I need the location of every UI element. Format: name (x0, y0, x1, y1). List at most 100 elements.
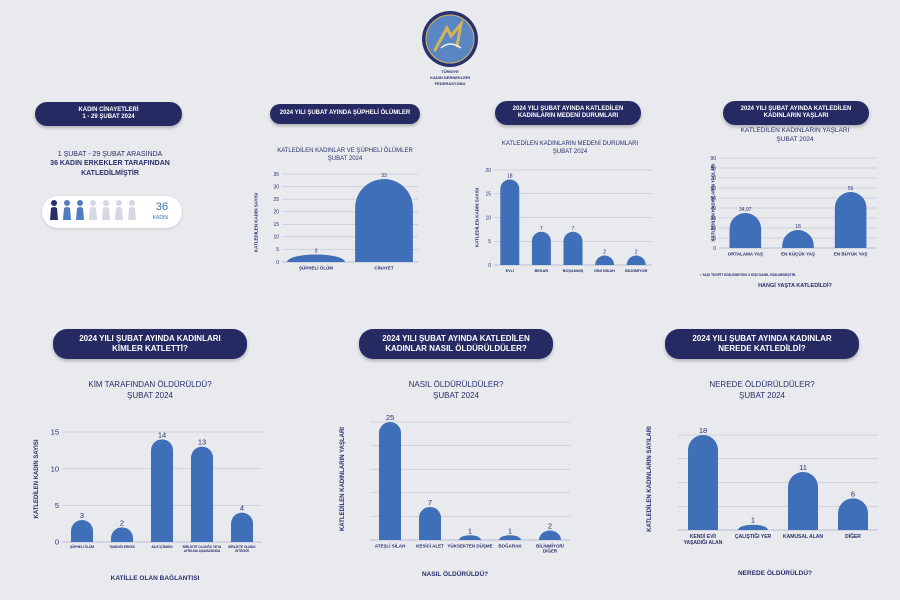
chart4-xlabel: KATİLLE OLAN BAĞLANTISI (110, 575, 200, 582)
panel3-heading: 2024 YILI ŞUBAT AYINDA KATLEDİLEN KADINL… (723, 101, 869, 125)
bar (419, 506, 441, 540)
category-label: BİLİNMİYOR/DİĞER (536, 543, 564, 554)
bar (539, 530, 561, 540)
chart6-where-killed: 18 KENDİ EVİ/YAŞADIĞI ALAN 1 ÇALIŞTIĞI YER 1… (678, 426, 878, 546)
chart5-how-killed: 25 ATEŞLİ SİLAH 7 KESİCİ ALET 1 YÜKSEKTEN DÜŞ… (370, 413, 570, 554)
chart1-suspicious-deaths: 0 5 10 15 20 25 30 35 3 ŞÜPHELİ ÖLÜM 33 CİNAYET (273, 172, 418, 271)
category-label: KAMUSAL ALAN (783, 534, 823, 540)
y-tick-label: 10 (273, 235, 279, 241)
chart2-ylabel: KATLEDİLEN KADIN SAYISI (474, 187, 480, 248)
category-label: ORTALAMA YAŞ (728, 252, 763, 257)
category-label: BİRLİKTE OLDUĞU VEYA AYRILMA AŞAMASINDA (183, 544, 222, 553)
chart5-xlabel: NASIL ÖLDÜRÜLDÜ? (421, 571, 489, 578)
data-label: 7 (572, 226, 575, 232)
category-label: BEKAR (535, 269, 549, 273)
category-label: EN KÜÇÜK YAŞ (781, 251, 815, 257)
category-label: AİLE İÇİNDEN (151, 545, 173, 549)
woman-figure-icon (102, 200, 110, 220)
chart1-title: KATLEDİLEN KADINLAR VE ŞÜPHELİ ÖLÜMLER Ş… (277, 148, 413, 163)
data-label: 13 (198, 438, 206, 447)
category-label: ŞÜPHELİ ÖLÜM (299, 265, 333, 271)
bar (838, 498, 868, 530)
bar (459, 535, 481, 540)
category-label: KESİCİ ALET (416, 543, 444, 549)
women-count-card: 36 KADIN (42, 196, 182, 228)
woman-figure-icon (89, 200, 97, 220)
category-label: BİRLİKTE OLMAK İSTEDİĞİ (228, 545, 256, 553)
category-label: DİĞER (845, 532, 861, 540)
chart3-title: KATLEDİLEN KADINLARIN YAŞLARI ŞUBAT 2024 (740, 127, 850, 143)
panel4-heading: 2024 YILI ŞUBAT AYINDA KADINLARI KİMLER … (53, 329, 247, 359)
data-label: 2 (548, 522, 552, 531)
bar (231, 512, 253, 542)
woman-figure-icon (128, 200, 136, 220)
chart3-xlabel: HANGİ YAŞTA KATLEDİLDİ? (758, 283, 832, 289)
summary-text: 1 ŞUBAT - 29 ŞUBAT ARASINDA 36 KADIN ERK… (25, 150, 195, 178)
data-label: 1 (751, 516, 755, 525)
y-tick-label: 0 (488, 263, 491, 269)
bar (834, 192, 867, 248)
y-tick-label: 30 (273, 184, 279, 190)
data-label: 25 (386, 413, 394, 422)
federation-logo-emblem (422, 11, 478, 67)
panel2-heading: 2024 YILI ŞUBAT AYINDA KATLEDİLEN KADINL… (495, 101, 641, 125)
data-label: 1 (508, 526, 512, 535)
data-label: 18 (795, 224, 801, 230)
summary-title: KADIN CİNAYETLERİ 1 - 29 ŞUBAT 2024 (35, 102, 182, 126)
category-label: TANIDIĞI ERKEK (109, 544, 135, 549)
woman-figure-icon (50, 200, 58, 220)
category-label: KENDİ EVİ/YAŞADIĞI ALAN (684, 533, 723, 546)
chart3-ages: 0 10 20 30 40 50 60 70 80 90 34,97 ORTALAMA YAŞ 18 EN… (710, 156, 877, 257)
y-tick-label: 30 (710, 216, 716, 222)
chart2-title: KATLEDİLEN KADINLARIN MEDENİ DURUMLARI Ş… (501, 141, 639, 156)
data-label: 4 (240, 504, 244, 513)
category-label: DİNİ NİKAH (594, 269, 615, 273)
y-tick-label: 0 (713, 246, 716, 252)
data-label: 2 (120, 518, 124, 527)
women-count-value: 36 (155, 201, 168, 213)
y-tick-label: 90 (710, 156, 716, 162)
category-label: ÇALIŞTIĞI YER (735, 532, 772, 540)
data-label: 14 (158, 430, 166, 439)
y-tick-label: 10 (485, 215, 491, 221)
woman-figure-icon (63, 200, 71, 220)
chart5-title: NASIL ÖLDÜRÜLDÜLER? ŞUBAT 2024 (408, 380, 504, 400)
y-tick-label: 70 (710, 176, 716, 182)
y-tick-label: 20 (710, 226, 716, 232)
y-tick-label: 50 (710, 196, 716, 202)
woman-figure-icon (115, 200, 123, 220)
chart5-ylabel: KATLEDİLEN KADINLARIN YAŞLARI (340, 427, 346, 531)
data-label: 33 (381, 173, 387, 179)
bar (151, 439, 173, 542)
data-label: 6 (851, 489, 855, 498)
bar (595, 255, 615, 265)
bar (788, 471, 818, 530)
data-label: 3 (315, 248, 318, 254)
summary-line-1: 1 ŞUBAT - 29 ŞUBAT ARASINDA (57, 151, 163, 158)
bar (531, 231, 551, 265)
panel5-heading: 2024 YILI ŞUBAT AYINDA KATLEDİLEN KADINL… (359, 329, 553, 359)
y-tick-label: 0 (276, 260, 279, 266)
bar (626, 255, 646, 265)
category-label: BOŞANMIŞ (563, 269, 584, 273)
category-label: BİLİNMİYOR (625, 269, 648, 273)
category-label: YÜKSEKTEN DÜŞME (447, 543, 492, 549)
data-label: 18 (699, 426, 707, 435)
category-label: CİNAYET (374, 265, 394, 271)
data-label: 2 (635, 250, 638, 256)
bar (499, 535, 521, 540)
bar (500, 179, 520, 265)
bar (355, 179, 413, 262)
logo-line-1: TÜRKİYE (441, 69, 459, 74)
y-tick-label: 15 (485, 192, 491, 198)
data-label: 2 (603, 250, 606, 256)
category-label: ATEŞLİ SİLAH (375, 543, 405, 549)
bar (782, 230, 814, 248)
y-tick-label: 20 (485, 168, 491, 174)
chart4-title: KİM TARAFINDAN ÖLDÜRÜLDÜ? ŞUBAT 2024 (88, 380, 212, 400)
bar (111, 527, 133, 542)
y-tick-label: 10 (710, 236, 716, 242)
bar (738, 524, 768, 530)
y-tick-label: 40 (710, 206, 716, 212)
y-tick-label: 5 (488, 239, 491, 245)
